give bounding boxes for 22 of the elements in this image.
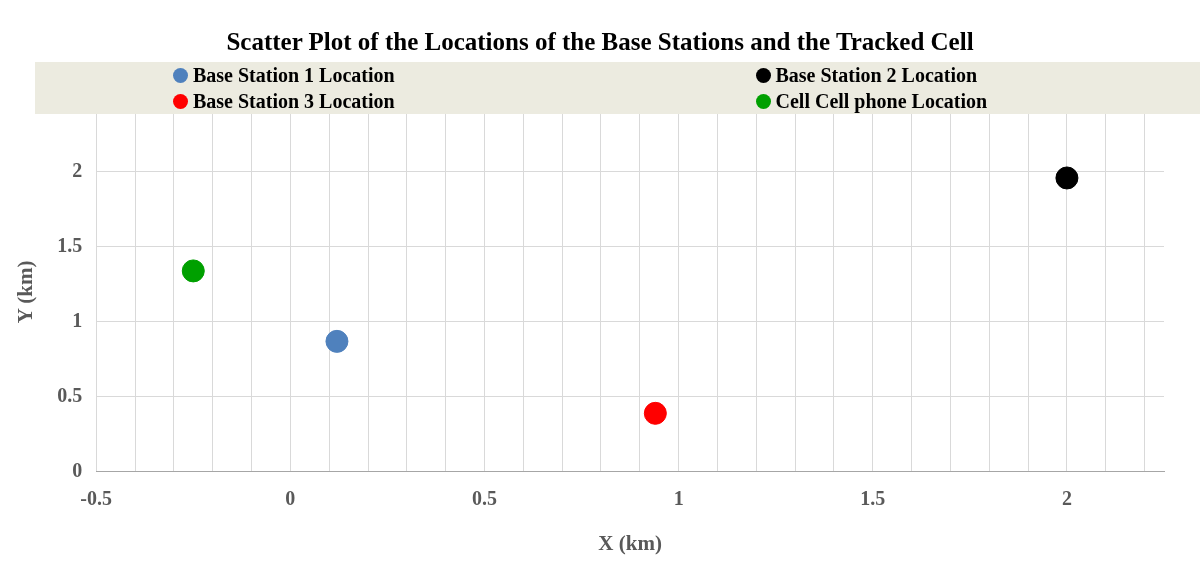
point bbox=[181, 259, 205, 283]
legend-label: Base Station 2 Location bbox=[775, 63, 978, 87]
y-tick-label: 1.5 bbox=[57, 234, 83, 257]
y-tick-label: 1 bbox=[72, 309, 83, 332]
y-tick-label: 0 bbox=[72, 458, 83, 481]
x-tick-label: 1.5 bbox=[860, 486, 886, 509]
chart-title: Scatter Plot of the Locations of the Base Stations and the Tracked Cell bbox=[225, 28, 975, 56]
y-tick-label: 0.5 bbox=[57, 384, 83, 407]
legend-label: Base Station 3 Location bbox=[193, 89, 395, 113]
x-axis-title: X (km) bbox=[598, 530, 662, 555]
y-axis-title: Y (km) bbox=[13, 260, 38, 324]
x-tick-label: 0.5 bbox=[471, 486, 497, 509]
y-tick-label: 2 bbox=[72, 159, 83, 182]
point bbox=[325, 329, 349, 353]
point bbox=[1055, 166, 1079, 190]
point bbox=[643, 401, 667, 425]
x-tick-label: 2 bbox=[1061, 486, 1072, 509]
legend-label: Base Station 1 Location bbox=[193, 63, 395, 87]
x-tick-label: 0 bbox=[285, 486, 296, 509]
x-tick-label: -0.5 bbox=[80, 486, 113, 509]
legend-label: Cell Cell phone Location bbox=[775, 89, 988, 113]
x-tick-label: 1 bbox=[673, 486, 684, 509]
